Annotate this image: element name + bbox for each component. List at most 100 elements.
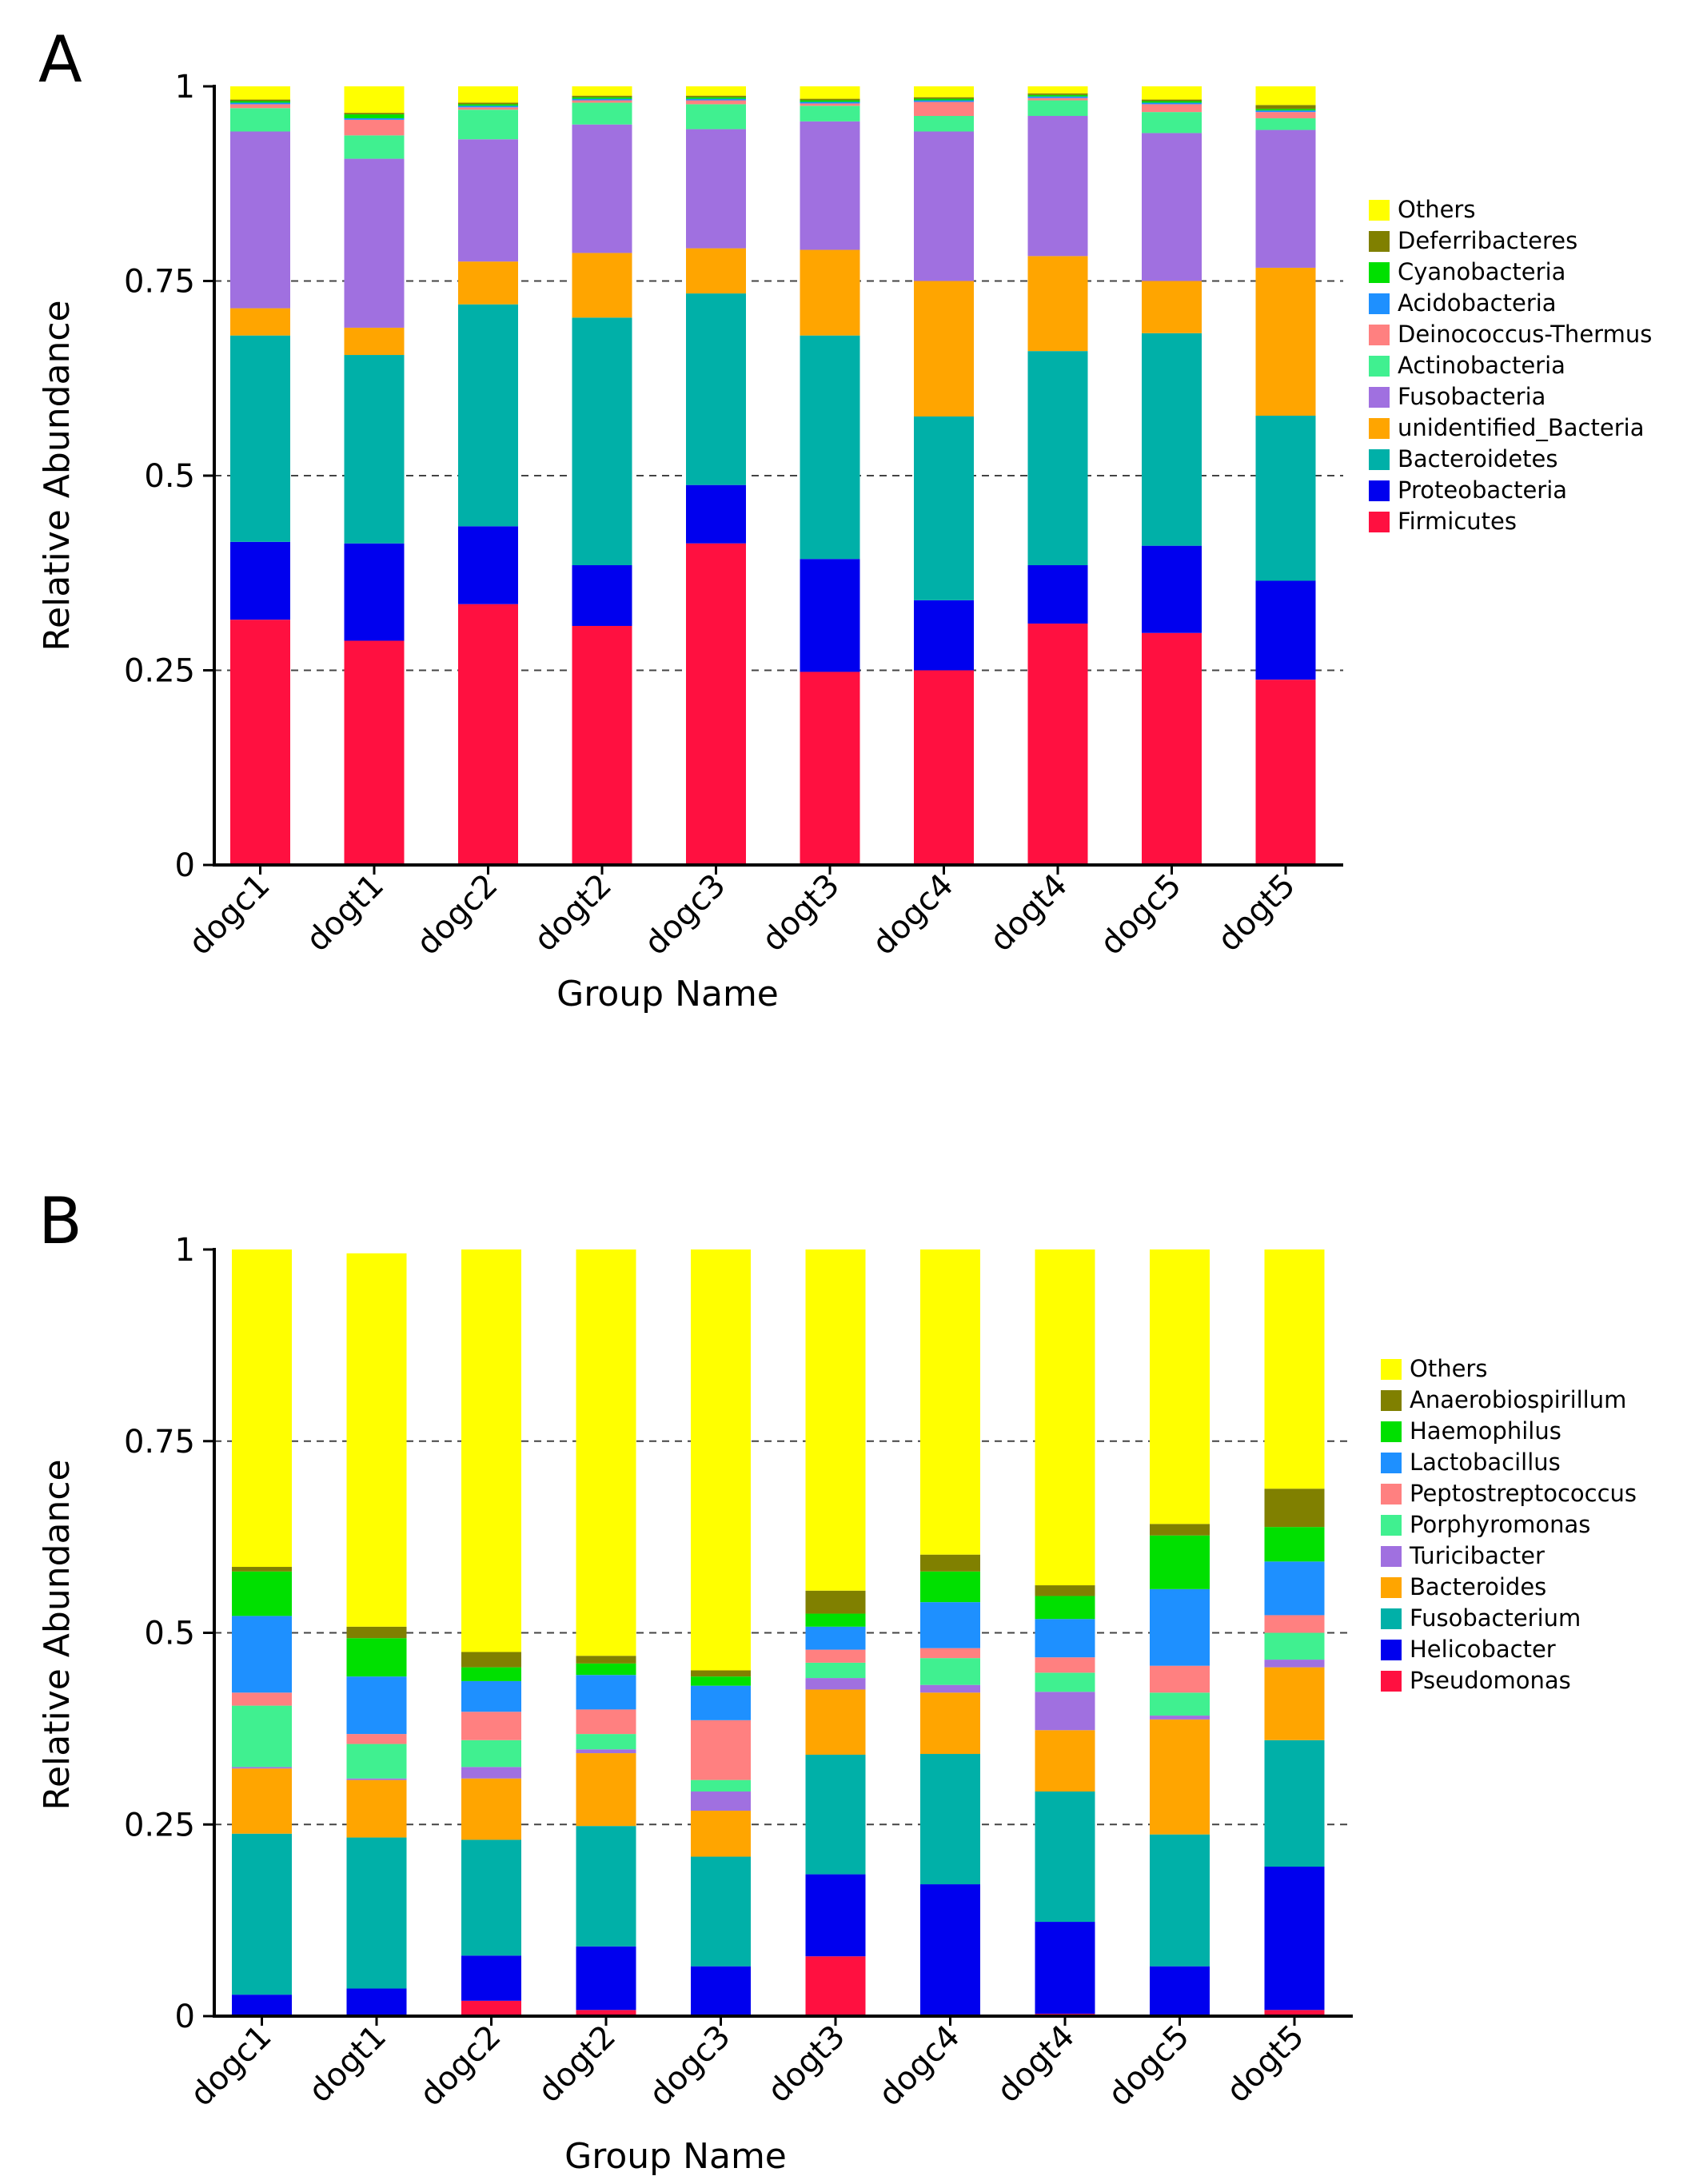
chart-panel-a: dogc1 dogt1 dogc2 dogt2 dogc3 dogt3 dogc4 dogt4… <box>124 69 1652 962</box>
legend-swatch-b <box>1381 1640 1402 1660</box>
x-tick-label-b: dogt2 <box>531 2019 623 2110</box>
bar-segment-a-dogc2-firmicutes <box>458 604 518 865</box>
bar-segment-a-dogc5-deferribacteres <box>1142 99 1202 102</box>
legend-label-a: Proteobacteria <box>1398 476 1567 504</box>
bar-segment-b-dogc1-lactobacillus <box>232 1616 292 1693</box>
bar-segment-a-dogc3-deferribacteres <box>686 95 746 98</box>
bar-segment-b-dogt2-helicobacter <box>576 1946 636 2011</box>
bar-segment-b-dogt1-fusobacterium <box>346 1837 407 1989</box>
bar-segment-b-dogc1-turicibacter <box>232 1767 292 1769</box>
bar-segment-a-dogt4-unidentified-bacteria <box>1027 256 1088 352</box>
bar-segment-b-dogc5-porphyromonas <box>1150 1692 1210 1716</box>
bar-segment-a-dogc2-cyanobacteria <box>458 104 518 106</box>
legend-swatch-a <box>1369 231 1390 252</box>
bar-segment-b-dogc4-peptostreptococcus <box>920 1648 980 1659</box>
legend-label-a: unidentified_Bacteria <box>1398 414 1644 441</box>
bar-segment-a-dogt2-cyanobacteria <box>572 97 632 99</box>
bar-segment-b-dogc5-bacteroides <box>1150 1719 1210 1835</box>
bar-segment-a-dogt3-firmicutes <box>800 672 860 865</box>
bar-segment-b-dogc5-others <box>1150 1249 1210 1524</box>
bar-segment-b-dogt3-helicobacter <box>805 1874 866 1957</box>
bar-segment-a-dogt3-bacteroidetes <box>800 335 860 560</box>
x-tick-label-a: dogt3 <box>755 867 847 959</box>
bar-segment-b-dogc4-helicobacter <box>920 1884 980 2015</box>
legend-swatch-b <box>1381 1577 1402 1598</box>
y-tick-label-b: 0.5 <box>144 1616 195 1652</box>
bar-segment-b-dogc2-bacteroides <box>461 1778 521 1840</box>
bar-segment-a-dogc3-unidentified-bacteria <box>686 248 746 294</box>
bar-segment-a-dogc2-deinococcus-thermus <box>458 107 518 110</box>
legend-swatch-b <box>1381 1484 1402 1504</box>
bar-segment-b-dogc2-pseudomonas <box>461 2000 521 2016</box>
bar-segment-b-dogt5-bacteroides <box>1264 1667 1325 1740</box>
legend-label-a: Cyanobacteria <box>1398 258 1565 285</box>
bar-segment-b-dogc1-porphyromonas <box>232 1705 292 1768</box>
bar-segment-a-dogc2-acidobacteria <box>458 106 518 108</box>
bar-segment-a-dogc3-actinobacteria <box>686 104 746 130</box>
bar-segment-a-dogt4-others <box>1027 86 1088 94</box>
bar-segment-b-dogc4-turicibacter <box>920 1684 980 1693</box>
bar-segment-b-dogt5-porphyromonas <box>1264 1632 1325 1660</box>
bar-segment-b-dogt1-bacteroides <box>346 1779 407 1838</box>
bar-segment-a-dogt5-actinobacteria <box>1255 118 1316 130</box>
bar-segment-a-dogt4-bacteroidetes <box>1027 351 1088 566</box>
bar-segment-b-dogc2-lactobacillus <box>461 1680 521 1712</box>
bar-segment-b-dogc5-fusobacterium <box>1150 1834 1210 1967</box>
bar-segment-b-dogt2-anaerobiospirillum <box>576 1656 636 1664</box>
x-tick-label-a: dogc1 <box>181 867 277 962</box>
bar-segment-b-dogc5-haemophilus <box>1150 1535 1210 1589</box>
bar-segment-a-dogc3-fusobacteria <box>686 129 746 249</box>
x-tick-label-b: dogc4 <box>871 2019 967 2114</box>
bar-segment-a-dogc3-cyanobacteria <box>686 97 746 99</box>
bar-segment-a-dogc3-proteobacteria <box>686 484 746 544</box>
bar-segment-b-dogc2-haemophilus <box>461 1667 521 1681</box>
bar-segment-a-dogc1-bacteroidetes <box>230 335 290 542</box>
bar-segment-b-dogt2-peptostreptococcus <box>576 1709 636 1735</box>
bar-segment-a-dogc2-fusobacteria <box>458 139 518 262</box>
bar-segment-b-dogt2-turicibacter <box>576 1749 636 1754</box>
bar-segment-a-dogt3-others <box>800 86 860 99</box>
x-tick-label-a: dogt1 <box>299 867 391 959</box>
chart-panel-b: dogc1 dogt1 dogc2 dogt2 dogc3 dogt3 dogc4 dogt4… <box>124 1232 1637 2114</box>
bar-segment-b-dogt5-lactobacillus <box>1264 1561 1325 1616</box>
y-tick-label-b: 0 <box>175 1999 195 2035</box>
bar-segment-b-dogt1-helicobacter <box>346 1988 407 2015</box>
bar-segment-b-dogt3-pseudomonas <box>805 1956 866 2016</box>
bar-segment-b-dogt4-haemophilus <box>1035 1596 1095 1620</box>
bar-segment-b-dogc2-peptostreptococcus <box>461 1712 521 1740</box>
bar-segment-a-dogc4-acidobacteria <box>914 100 974 102</box>
bar-segment-b-dogc3-lactobacillus <box>691 1685 751 1720</box>
bar-segment-b-dogc4-others <box>920 1249 980 1555</box>
bar-segment-b-dogt3-porphyromonas <box>805 1662 866 1679</box>
panel-label-b: B <box>38 1184 82 1258</box>
y-axis-title-b: Relative Abundance <box>37 1459 78 1810</box>
legend-swatch-a <box>1369 356 1390 377</box>
legend-swatch-a <box>1369 387 1390 408</box>
bar-segment-a-dogc1-cyanobacteria <box>230 101 290 103</box>
bar-segment-a-dogt2-others <box>572 86 632 96</box>
bar-segment-b-dogt2-porphyromonas <box>576 1734 636 1750</box>
bar-segment-b-dogt1-lactobacillus <box>346 1676 407 1735</box>
bar-segment-a-dogt4-cyanobacteria <box>1027 94 1088 97</box>
panel-label-a: A <box>38 22 82 97</box>
x-tick-label-b: dogt3 <box>760 2019 852 2110</box>
bar-segment-a-dogt5-deinococcus-thermus <box>1255 112 1316 118</box>
bar-segment-a-dogc4-unidentified-bacteria <box>914 281 974 416</box>
x-tick-label-a: dogt5 <box>1210 867 1302 959</box>
x-tick-label-b: dogt4 <box>990 2019 1082 2110</box>
legend-swatch-a <box>1369 512 1390 532</box>
x-tick-label-b: dogc1 <box>183 2019 278 2114</box>
bar-segment-a-dogt3-actinobacteria <box>800 106 860 122</box>
bar-segment-b-dogc1-anaerobiospirillum <box>232 1567 292 1572</box>
bar-segment-b-dogt4-peptostreptococcus <box>1035 1657 1095 1673</box>
bar-segment-b-dogc1-peptostreptococcus <box>232 1692 292 1706</box>
bar-segment-b-dogt5-peptostreptococcus <box>1264 1615 1325 1633</box>
bar-segment-a-dogt1-others <box>344 86 405 114</box>
bar-segment-b-dogt3-others <box>805 1249 866 1591</box>
y-tick-label-a: 0 <box>175 847 195 884</box>
bar-segment-a-dogt5-bacteroidetes <box>1255 416 1316 581</box>
bar-segment-a-dogt2-bacteroidetes <box>572 317 632 566</box>
legend-swatch-a <box>1369 449 1390 470</box>
bar-segment-b-dogc1-others <box>232 1249 292 1568</box>
